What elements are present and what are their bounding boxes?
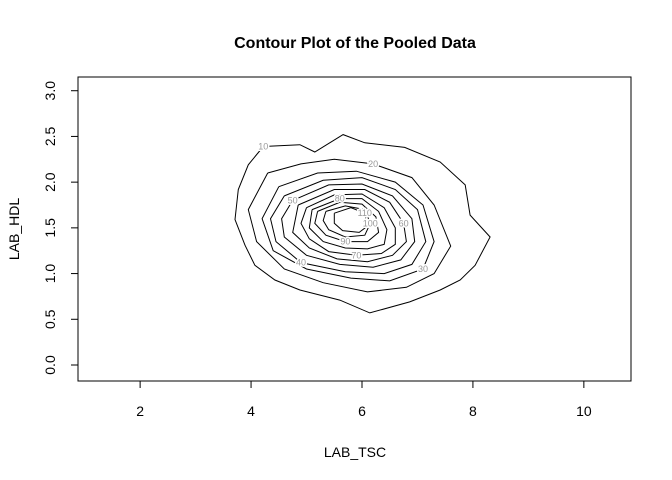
y-tick-label: 2.5 bbox=[42, 126, 58, 146]
x-tick-label: 8 bbox=[469, 403, 477, 419]
contour-line bbox=[308, 198, 388, 250]
contour-label: 40 bbox=[296, 258, 306, 268]
contour-line bbox=[269, 177, 427, 275]
chart-title: Contour Plot of the Pooled Data bbox=[234, 35, 476, 52]
contour-label: 50 bbox=[288, 195, 298, 205]
y-tick-label: 3.0 bbox=[42, 81, 58, 101]
contour-label: 60 bbox=[399, 218, 409, 228]
y-tick-label: 2.0 bbox=[42, 172, 58, 192]
contour-line bbox=[281, 183, 416, 268]
contour-label: 30 bbox=[418, 264, 428, 274]
contour-line bbox=[261, 170, 435, 282]
contour-label: 100 bbox=[363, 218, 378, 228]
y-tick-label: 1.0 bbox=[42, 264, 58, 284]
x-tick-label: 4 bbox=[247, 403, 255, 419]
contour-line bbox=[292, 189, 407, 263]
plot-box bbox=[77, 76, 632, 382]
x-tick-label: 2 bbox=[136, 403, 144, 419]
x-tick-label: 6 bbox=[358, 403, 366, 419]
contour-label: 20 bbox=[368, 159, 378, 169]
contour-line bbox=[333, 207, 369, 233]
x-tick-label: 10 bbox=[576, 403, 592, 419]
contour-line bbox=[314, 201, 380, 243]
contour-label: 70 bbox=[351, 250, 361, 260]
contour-line bbox=[300, 193, 396, 256]
contour-line bbox=[234, 134, 491, 314]
contour-label: 90 bbox=[340, 237, 350, 247]
x-axis-label: LAB_TSC bbox=[324, 444, 386, 460]
contour-line bbox=[322, 205, 371, 238]
contour-line bbox=[247, 158, 452, 293]
y-tick-label: 0.0 bbox=[42, 355, 58, 375]
contour-label: 80 bbox=[335, 194, 345, 204]
y-tick-label: 0.5 bbox=[42, 309, 58, 329]
contour-label: 10 bbox=[258, 141, 268, 151]
contour-label: 110 bbox=[358, 208, 372, 218]
y-tick-label: 1.5 bbox=[42, 218, 58, 238]
y-axis-label: LAB_HDL bbox=[6, 198, 22, 260]
